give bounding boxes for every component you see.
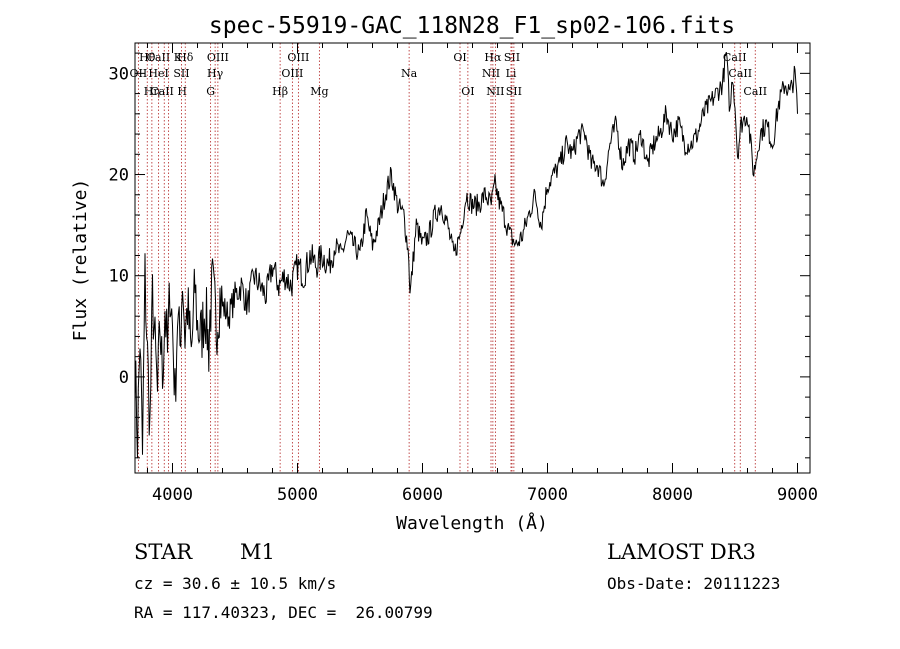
line-label-16: OI xyxy=(453,51,466,64)
x-axis-label: Wavelength (Å) xyxy=(396,512,548,534)
x-tick-label-4000: 4000 xyxy=(152,485,193,505)
line-label-2: Hη xyxy=(144,85,160,98)
line-label-3: CaII K xyxy=(147,51,183,64)
line-label-11: Hβ xyxy=(272,85,288,98)
observation-date: Obs-Date: 20111223 xyxy=(607,574,781,593)
line-label-10: G xyxy=(206,85,215,98)
line-label-23: SII xyxy=(506,85,522,98)
line-label-9: Hγ xyxy=(207,67,224,80)
y-tick-label-0: 0 xyxy=(119,368,129,388)
chart-title: spec-55919-GAC_118N28_F1_sp02-106.fits xyxy=(209,13,735,39)
line-label-24: CaII xyxy=(723,51,747,64)
x-tick-label-5000: 5000 xyxy=(277,485,318,505)
line-label-22: SII xyxy=(504,51,520,64)
axis-ticks: 4000 5000 6000 7000 8000 9000 0 10 20 30 xyxy=(109,43,818,505)
line-label-12: OIII xyxy=(281,67,303,80)
coordinates: RA = 117.40323, DEC = 26.00799 xyxy=(134,603,433,622)
plot-frame xyxy=(134,42,811,474)
line-label-25: CaII xyxy=(728,67,752,80)
line-label-13: OIII xyxy=(287,51,309,64)
y-axis-label: Flux (relative) xyxy=(70,179,91,342)
line-label-4: HeI xyxy=(148,67,168,80)
line-label-7: SII xyxy=(173,67,189,80)
x-tick-label-7000: 7000 xyxy=(527,485,568,505)
line-label-15: Na xyxy=(401,67,418,80)
y-tick-label-10: 10 xyxy=(109,267,129,287)
y-tick-label-20: 20 xyxy=(109,166,129,186)
line-label-18: NII xyxy=(482,67,500,80)
spectrum-series xyxy=(134,51,798,459)
object-subclass: M1 xyxy=(240,540,275,564)
y-tick-label-30: 30 xyxy=(109,64,129,84)
line-label-14: Mg xyxy=(310,85,328,98)
object-class: STAR xyxy=(134,540,193,564)
line-label-19: Hα xyxy=(484,51,502,64)
line-label-26: CaII xyxy=(743,85,767,98)
line-label-8: OIII xyxy=(207,51,229,64)
line-label-20: NII xyxy=(486,85,504,98)
x-tick-label-6000: 6000 xyxy=(402,485,443,505)
redshift-cz: cz = 30.6 ± 10.5 km/s xyxy=(134,574,337,593)
line-label-5: CaII H xyxy=(150,85,187,98)
line-label-6: Hδ xyxy=(177,51,194,64)
survey-name: LAMOST DR3 xyxy=(607,540,756,564)
line-label-17: OI xyxy=(461,85,474,98)
line-label-21: Li xyxy=(506,67,517,80)
x-tick-label-9000: 9000 xyxy=(777,485,818,505)
x-tick-label-8000: 8000 xyxy=(652,485,693,505)
